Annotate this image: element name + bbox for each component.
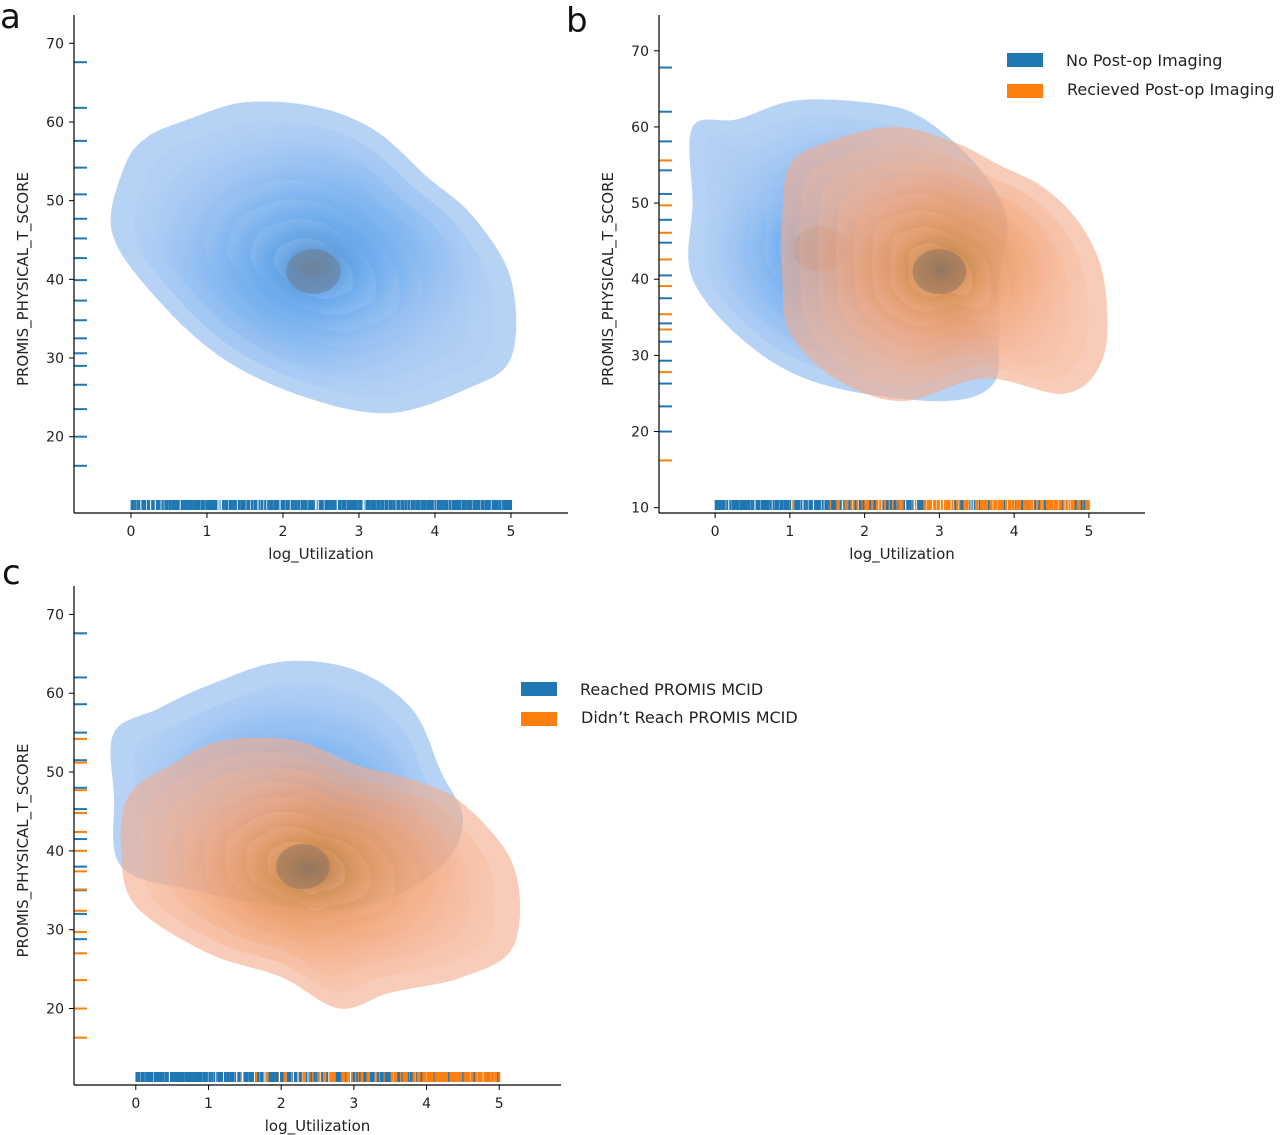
y-tick-label: 30 — [46, 923, 64, 939]
legend-swatch-blue — [521, 682, 557, 696]
y-tick-label: 10 — [631, 501, 649, 517]
density-orange-series — [120, 737, 521, 1009]
kde-plot-b: 0 1 2 3 4 5 10 20 30 40 50 60 70 log_Utilization PROMI… — [599, 15, 1145, 564]
x-rug — [135, 1072, 501, 1082]
x-rug — [130, 500, 513, 510]
y-tick-label: 30 — [631, 348, 649, 364]
y-tick-label: 40 — [46, 272, 64, 288]
y-tick-label: 50 — [631, 196, 649, 212]
kde-plot-a: 0 1 2 3 4 5 20 30 40 50 60 70 log_Utilization PROMIS_… — [14, 15, 568, 564]
y-tick-label: 20 — [46, 430, 64, 446]
x-tick-label: 0 — [711, 524, 720, 540]
x-tick-label: 1 — [785, 524, 794, 540]
panel-letter-b: b — [566, 1, 588, 41]
legend-b: No Post-op Imaging Recieved Post-op Imag… — [1007, 51, 1274, 99]
panel-letter-c: c — [2, 553, 21, 593]
density-peak-orange — [276, 844, 330, 890]
legend-label-didnt-reach-mcid: Didn’t Reach PROMIS MCID — [581, 708, 798, 727]
panel-a: a 0 1 2 3 4 5 20 30 40 50 60 70 log_Utilization PROMI… — [0, 0, 568, 564]
x-axis-label: log_Utilization — [268, 545, 374, 564]
y-tick-label: 50 — [46, 765, 64, 781]
x-tick-label: 0 — [131, 1096, 140, 1112]
legend-label-received-post-op: Recieved Post-op Imaging — [1067, 80, 1274, 99]
x-tick-label: 3 — [355, 524, 364, 540]
y-tick-label: 60 — [631, 120, 649, 136]
x-tick-label: 4 — [431, 524, 440, 540]
legend-label-no-post-op: No Post-op Imaging — [1066, 51, 1222, 70]
x-tick-label: 3 — [349, 1096, 358, 1112]
x-axis-label: log_Utilization — [849, 545, 955, 564]
panel-letter-a: a — [0, 0, 21, 37]
y-tick-label: 70 — [46, 607, 64, 623]
y-tick-label: 20 — [631, 425, 649, 441]
y-axis-label: PROMIS_PHYSICAL_T_SCORE — [14, 743, 33, 957]
y-tick-label: 30 — [46, 351, 64, 367]
y-tick-label: 40 — [46, 844, 64, 860]
x-axis-label: log_Utilization — [265, 1117, 371, 1135]
legend-c: Reached PROMIS MCID Didn’t Reach PROMIS … — [521, 680, 798, 727]
y-axis-label: PROMIS_PHYSICAL_T_SCORE — [599, 172, 618, 386]
x-tick-label: 1 — [203, 524, 212, 540]
y-tick-label: 70 — [631, 44, 649, 60]
y-tick-label: 60 — [46, 115, 64, 131]
x-tick-label: 2 — [860, 524, 869, 540]
x-tick-label: 0 — [127, 524, 136, 540]
y-tick-label: 20 — [46, 1002, 64, 1018]
x-tick-label: 1 — [204, 1096, 213, 1112]
legend-swatch-blue — [1007, 53, 1043, 67]
legend-swatch-orange — [521, 712, 557, 726]
x-tick-label: 5 — [507, 524, 516, 540]
panel-c: c 0 1 2 3 4 5 20 30 40 50 60 70 log_Utilization PROMI… — [2, 553, 798, 1135]
x-tick-label: 2 — [277, 1096, 286, 1112]
legend-swatch-orange — [1007, 84, 1043, 98]
y-tick-label: 60 — [46, 686, 64, 702]
panel-b: b 0 1 2 3 4 5 10 20 30 40 50 60 70 log_Utilization PRO… — [566, 1, 1274, 564]
x-tick-label: 3 — [935, 524, 944, 540]
y-axis-label: PROMIS_PHYSICAL_T_SCORE — [14, 172, 33, 386]
x-tick-label: 4 — [1010, 524, 1019, 540]
y-tick-label: 50 — [46, 194, 64, 210]
legend-label-reached-mcid: Reached PROMIS MCID — [580, 680, 763, 699]
x-tick-label: 5 — [1084, 524, 1093, 540]
kde-plot-c: 0 1 2 3 4 5 20 30 40 50 60 70 log_Utilization PROMIS_… — [14, 586, 561, 1135]
density-blue-series — [110, 101, 517, 414]
y-tick-label: 70 — [46, 36, 64, 52]
x-tick-label: 2 — [279, 524, 288, 540]
x-rug — [714, 500, 1090, 510]
density-peak-orange — [912, 249, 967, 295]
x-tick-label: 4 — [422, 1096, 431, 1112]
density-peak-blue — [286, 249, 341, 294]
y-tick-label: 40 — [631, 272, 649, 288]
density-orange-series — [781, 126, 1108, 402]
x-tick-label: 5 — [495, 1096, 504, 1112]
